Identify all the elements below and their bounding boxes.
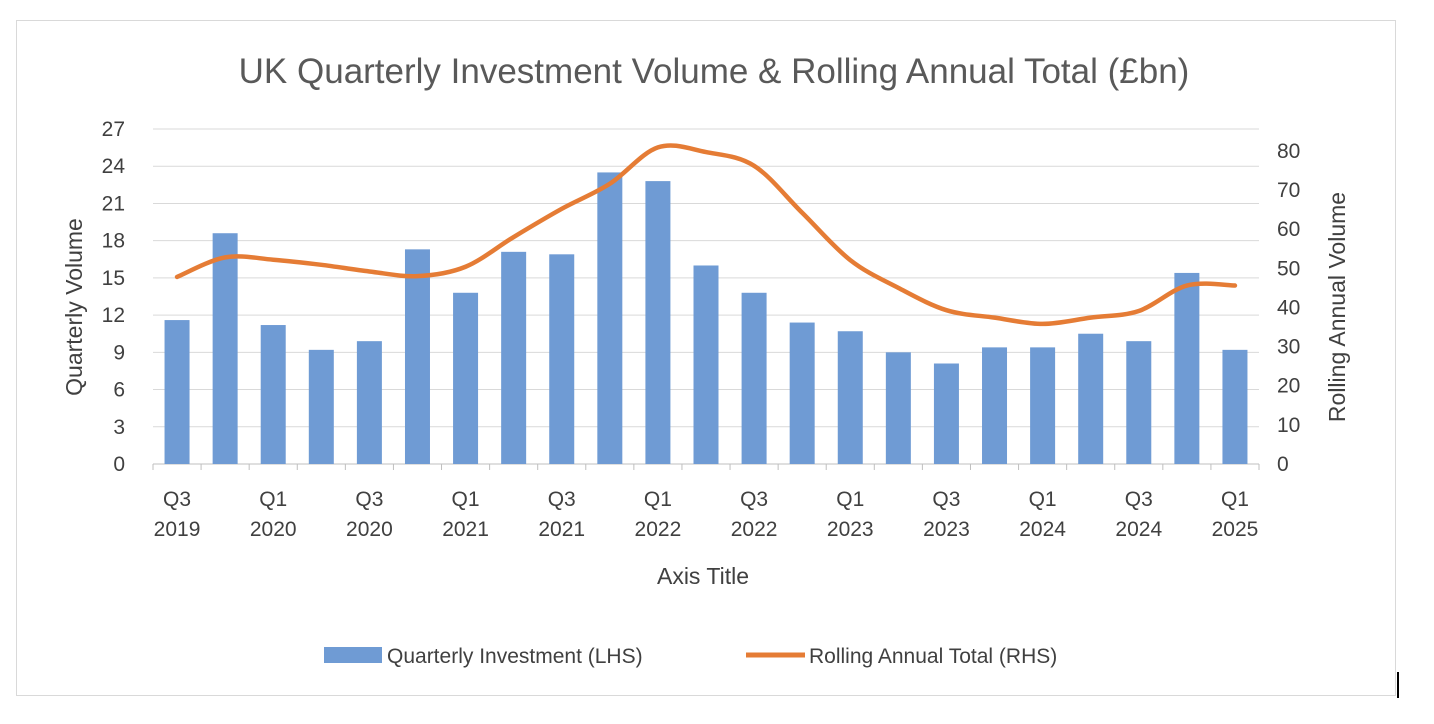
x-tick-label-quarter: Q3: [1125, 488, 1153, 511]
combo-chart: UK Quarterly Investment Volume & Rolling…: [61, 52, 1350, 668]
chart-frame: UK Quarterly Investment Volume & Rolling…: [16, 20, 1396, 696]
bar: [933, 363, 959, 464]
left-axis-title: Quarterly Volume: [61, 218, 87, 396]
bar: [982, 347, 1008, 464]
x-tick-label-quarter: Q1: [259, 488, 287, 511]
legend-label-line: Rolling Annual Total (RHS): [809, 645, 1057, 668]
left-tick-label: 18: [102, 230, 125, 253]
x-tick-label-quarter: Q1: [836, 488, 864, 511]
right-tick-label: 50: [1277, 257, 1300, 280]
left-axis-ticks: 0 3 6 9 12 15 18 21 24 27: [102, 118, 126, 476]
bar: [260, 325, 286, 464]
x-tick-label-quarter: Q1: [1221, 488, 1249, 511]
bar: [308, 349, 334, 464]
left-tick-label: 15: [102, 267, 125, 290]
left-tick-label: 9: [113, 341, 125, 364]
right-tick-label: 40: [1277, 296, 1300, 319]
x-tick-label-quarter: Q3: [163, 488, 191, 511]
bar-series: [164, 172, 1248, 465]
x-tick-label-year: 2021: [442, 518, 489, 541]
left-tick-label: 27: [102, 118, 125, 141]
right-tick-label: 80: [1277, 140, 1300, 163]
legend-label-bar: Quarterly Investment (LHS): [387, 645, 643, 668]
bar: [1126, 341, 1152, 464]
bar: [741, 292, 767, 464]
legend: Quarterly Investment (LHS) Rolling Annua…: [324, 645, 1057, 668]
right-tick-label: 60: [1277, 218, 1300, 241]
bar: [789, 322, 815, 464]
bar: [885, 352, 911, 464]
x-tick-label-year: 2025: [1212, 518, 1259, 541]
right-tick-label: 10: [1277, 414, 1300, 437]
x-tick-label-year: 2020: [250, 518, 297, 541]
x-tick-label-quarter: Q3: [548, 488, 576, 511]
right-tick-label: 20: [1277, 375, 1300, 398]
bar: [164, 320, 190, 464]
x-tick-label-year: 2024: [1019, 518, 1066, 541]
bar: [837, 331, 863, 464]
x-axis-title: Axis Title: [657, 563, 749, 589]
left-tick-label: 12: [102, 304, 125, 327]
bar: [1222, 349, 1248, 464]
bar: [212, 233, 238, 464]
bar: [1174, 272, 1200, 464]
legend-swatch-bar: [324, 647, 382, 663]
x-tick-label-year: 2022: [635, 518, 682, 541]
x-tick-label-year: 2020: [346, 518, 393, 541]
x-tick-label-year: 2024: [1115, 518, 1162, 541]
bar: [453, 292, 479, 464]
line-series: [174, 143, 1238, 327]
bar: [645, 181, 671, 464]
x-tick-label-quarter: Q1: [644, 488, 672, 511]
x-tick-label-quarter: Q3: [355, 488, 383, 511]
x-tick-label-year: 2019: [154, 518, 201, 541]
bar: [693, 265, 719, 464]
bar: [597, 172, 623, 465]
x-tick-label-year: 2021: [538, 518, 585, 541]
right-tick-label: 30: [1277, 336, 1300, 359]
x-tick-label-quarter: Q3: [932, 488, 960, 511]
left-tick-label: 24: [102, 155, 126, 178]
right-axis-ticks: 0 10 20 30 40 50 60 70 80: [1277, 140, 1300, 476]
left-tick-label: 21: [102, 192, 125, 215]
x-tick-label-year: 2022: [731, 518, 778, 541]
bar: [1030, 347, 1056, 464]
bar: [549, 254, 575, 464]
x-axis-ticks: Q3 2019 Q1 2020 Q3 2020 Q1 2021 Q3 2021 Q1 2022 Q3 20…: [154, 488, 1259, 541]
x-tick-label-year: 2023: [923, 518, 970, 541]
x-tick-label-year: 2023: [827, 518, 874, 541]
x-tick-label-quarter: Q1: [1029, 488, 1057, 511]
bar: [501, 251, 527, 464]
right-tick-label: 0: [1277, 453, 1289, 476]
right-axis-title: Rolling Annual Volume: [1324, 192, 1350, 422]
left-tick-label: 0: [113, 453, 125, 476]
left-tick-label: 6: [113, 379, 125, 402]
left-tick-label: 3: [113, 416, 125, 439]
bar: [1078, 333, 1104, 464]
x-tick-label-quarter: Q1: [452, 488, 480, 511]
bar: [404, 249, 430, 464]
text-cursor: [1397, 672, 1399, 698]
x-tick-label-quarter: Q3: [740, 488, 768, 511]
bar: [356, 341, 382, 464]
chart-title: UK Quarterly Investment Volume & Rolling…: [239, 52, 1190, 91]
rolling-total-line: [174, 143, 1238, 327]
right-tick-label: 70: [1277, 179, 1300, 202]
